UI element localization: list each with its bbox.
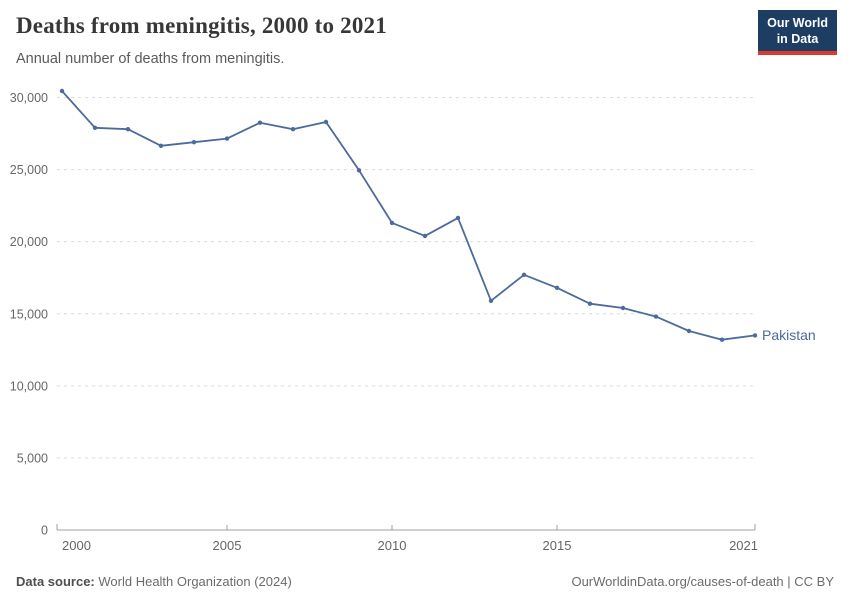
data-point[interactable] [59,88,65,94]
data-point[interactable] [290,127,296,132]
data-point[interactable] [224,136,230,141]
y-axis-tick-label: 15,000 [10,307,48,321]
y-axis-tick-label: 20,000 [10,235,48,249]
data-point[interactable] [323,119,329,125]
data-point[interactable] [686,328,692,334]
page-title: Deaths from meningitis, 2000 to 2021 [16,13,387,38]
data-point[interactable] [422,233,428,239]
owid-logo-line2: in Data [776,31,819,46]
data-point[interactable] [92,125,98,130]
data-point[interactable] [719,337,725,342]
x-axis-tick-label: 2005 [213,538,242,553]
chart-footer: Data source: World Health Organization (… [16,574,834,589]
data-point[interactable] [455,215,461,221]
data-point[interactable] [389,220,395,226]
x-axis-tick-label: 2010 [378,538,407,553]
data-point[interactable] [158,143,164,148]
data-point[interactable] [125,127,131,132]
owid-logo-line1: Our World [767,16,828,30]
x-axis-tick-label: 2000 [62,538,91,553]
data-source-text: World Health Organization (2024) [98,574,292,589]
y-axis-tick-label: 0 [41,524,48,538]
chart-subtitle: Annual number of deaths from meningitis. [16,51,285,67]
data-point[interactable] [620,305,626,311]
data-point[interactable] [257,120,263,125]
data-point[interactable] [191,140,197,145]
data-point[interactable] [653,314,659,319]
chart-plot-area[interactable]: 0 5,000 10,000 15,000 20,000 25,000 30,000 2000… [0,80,850,555]
data-point[interactable] [521,272,527,277]
y-axis-tick-label: 25,000 [10,163,48,177]
owid-logo[interactable]: Our World in Data [758,10,837,56]
series-label-pakistan[interactable]: Pakistan [762,327,816,343]
data-source: Data source: World Health Organization (… [16,574,292,589]
y-axis-tick-label: 10,000 [10,379,48,393]
data-point[interactable] [752,333,758,338]
y-axis-tick-label: 30,000 [10,91,48,105]
data-point[interactable] [554,285,560,290]
data-point[interactable] [587,301,593,306]
series-line-pakistan[interactable] [61,90,756,341]
attribution-link[interactable]: OurWorldinData.org/causes-of-death | CC … [571,574,834,589]
x-axis-tick-label: 2015 [543,538,572,553]
y-axis-tick-label: 5,000 [17,451,48,465]
x-axis-tick-label: 2021 [729,538,758,553]
data-source-label: Data source: [16,574,95,589]
data-point[interactable] [356,168,362,173]
data-point[interactable] [488,298,494,303]
